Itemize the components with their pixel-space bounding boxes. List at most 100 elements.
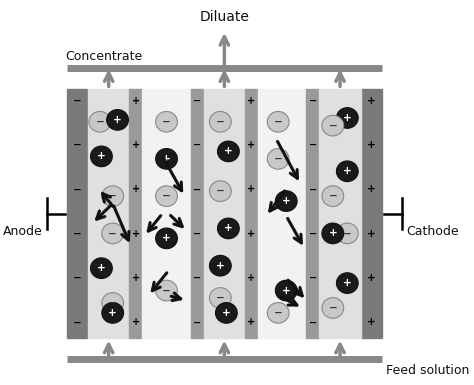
Bar [67,89,88,338]
Bar [245,89,258,338]
Text: +: + [343,113,352,123]
Text: −: − [274,308,283,318]
Text: +: + [367,184,375,194]
Text: −: − [216,117,225,127]
Text: −: − [343,228,352,238]
Circle shape [155,280,177,301]
Circle shape [337,161,358,182]
Text: −: − [162,117,171,127]
Text: −: − [309,96,317,106]
Circle shape [155,112,177,132]
Text: +: + [343,278,352,288]
Circle shape [218,141,239,162]
Bar [88,89,129,338]
Text: −: − [193,96,201,106]
Circle shape [337,108,358,128]
Circle shape [210,288,231,308]
Text: +: + [367,273,375,283]
Text: +: + [247,96,255,106]
Text: −: − [328,191,337,201]
Text: −: − [328,121,337,131]
Circle shape [107,110,128,130]
Text: −: − [109,298,117,308]
Circle shape [210,112,231,132]
Text: +: + [328,228,337,238]
Bar [258,89,306,338]
Text: +: + [367,229,375,239]
Circle shape [155,186,177,206]
Circle shape [89,112,111,132]
Text: −: − [73,229,82,239]
Text: −: − [73,273,82,283]
Text: +: + [132,184,140,194]
Circle shape [216,303,237,323]
Text: +: + [97,151,106,161]
Circle shape [155,149,177,169]
Text: +: + [222,308,231,318]
Text: −: − [193,273,201,283]
Text: −: − [95,117,104,127]
Circle shape [91,146,112,167]
Circle shape [322,223,344,244]
Text: +: + [109,308,117,318]
Text: −: − [109,191,117,201]
Text: −: − [328,303,337,313]
Text: +: + [247,273,255,283]
Text: −: − [309,273,317,283]
Text: −: − [309,318,317,328]
Text: +: + [162,154,171,164]
Text: +: + [247,318,255,328]
Circle shape [218,218,239,239]
Circle shape [275,280,297,301]
Bar [129,89,142,338]
Circle shape [322,186,344,206]
Text: +: + [132,273,140,283]
Text: +: + [132,96,140,106]
Text: +: + [132,318,140,328]
Text: −: − [73,184,82,194]
Text: +: + [247,184,255,194]
Text: −: − [193,318,201,328]
Text: +: + [247,229,255,239]
Circle shape [102,293,124,313]
Bar [306,89,319,338]
Text: +: + [224,146,233,156]
Text: −: − [309,229,317,239]
Circle shape [91,258,112,278]
Text: −: − [193,184,201,194]
Text: −: − [309,140,317,150]
Text: +: + [216,261,225,271]
Circle shape [322,115,344,136]
Circle shape [267,149,289,169]
Circle shape [337,223,358,244]
Text: +: + [343,166,352,176]
Text: −: − [73,318,82,328]
Text: −: − [109,228,117,238]
Text: Diluate: Diluate [200,10,249,24]
Circle shape [267,303,289,323]
Text: Feed solution: Feed solution [386,365,469,378]
Text: +: + [132,140,140,150]
Text: +: + [162,233,171,243]
Circle shape [102,223,124,244]
Text: +: + [247,140,255,150]
Text: +: + [113,115,122,125]
Text: −: − [274,154,283,164]
Text: +: + [282,286,291,296]
Bar [191,89,204,338]
Text: −: − [73,140,82,150]
Circle shape [210,181,231,201]
Bar [204,89,245,338]
Text: +: + [97,263,106,273]
Text: −: − [193,140,201,150]
Circle shape [322,298,344,318]
Text: +: + [367,140,375,150]
Circle shape [102,186,124,206]
Circle shape [210,255,231,276]
Text: Anode: Anode [3,225,43,238]
Text: +: + [224,223,233,233]
Text: +: + [367,96,375,106]
Circle shape [337,273,358,293]
Text: +: + [132,229,140,239]
Text: Cathode: Cathode [406,225,458,238]
